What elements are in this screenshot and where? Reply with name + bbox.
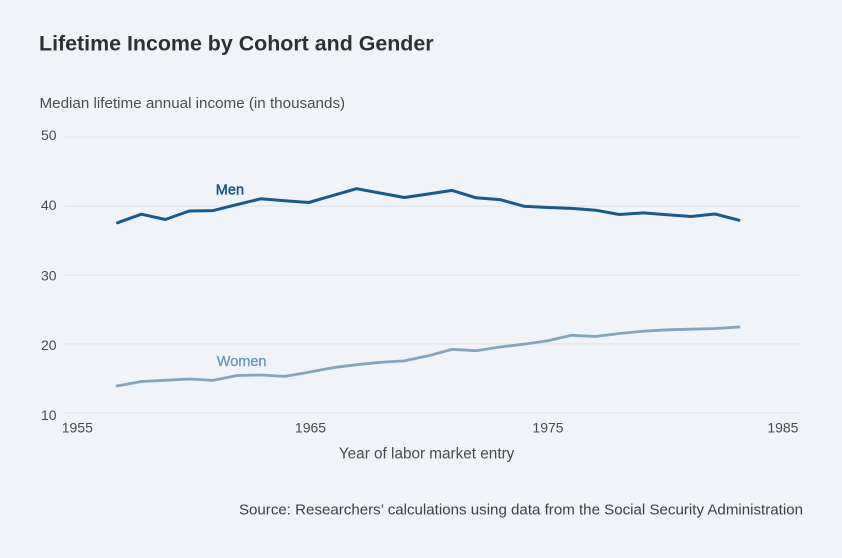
svg-text:1955: 1955 xyxy=(62,420,93,436)
svg-text:40: 40 xyxy=(41,197,57,213)
svg-text:Lifetime Income by Cohort and: Lifetime Income by Cohort and Gender xyxy=(39,32,434,56)
svg-text:Women: Women xyxy=(217,354,267,370)
svg-text:50: 50 xyxy=(41,127,57,143)
svg-text:1975: 1975 xyxy=(532,420,563,436)
svg-text:10: 10 xyxy=(41,407,57,423)
svg-text:Source: Researchers’ calculati: Source: Researchers’ calculations using … xyxy=(239,502,803,519)
svg-text:Men: Men xyxy=(216,183,244,199)
svg-text:1965: 1965 xyxy=(295,420,326,436)
svg-text:20: 20 xyxy=(41,337,57,353)
svg-text:Year of labor market entry: Year of labor market entry xyxy=(339,446,515,463)
svg-text:30: 30 xyxy=(41,268,57,284)
svg-text:1985: 1985 xyxy=(767,420,798,436)
svg-text:Median lifetime annual income: Median lifetime annual income (in thousa… xyxy=(40,95,346,112)
